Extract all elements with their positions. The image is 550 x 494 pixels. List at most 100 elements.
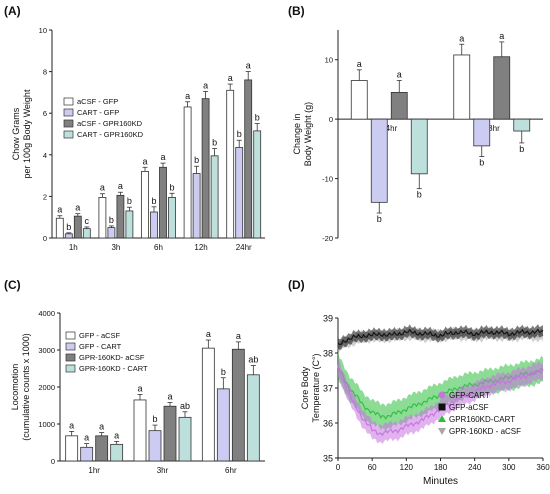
x-tick-label: 1hr	[88, 466, 100, 475]
bar	[254, 131, 261, 238]
x-axis-label: Minutes	[423, 476, 458, 487]
legend-swatch	[64, 120, 73, 127]
y-tick-label: 38	[323, 349, 333, 359]
bar	[56, 218, 63, 238]
legend-label: CART - GFP	[77, 108, 119, 117]
chart-d: 35363738390 60 120 180 240 300 360MinutesCore …	[300, 314, 550, 488]
legend-marker	[439, 404, 446, 411]
significance-letter: b	[237, 129, 242, 139]
panel-label-b: (B)	[288, 4, 305, 18]
bar	[211, 156, 218, 238]
bar	[351, 81, 367, 120]
significance-letter: a	[160, 152, 165, 162]
legend-swatch	[66, 332, 75, 339]
bar	[217, 389, 229, 461]
y-tick-label: 4000	[38, 309, 55, 318]
y-tick-label: 8	[43, 68, 47, 77]
bar	[202, 348, 214, 461]
significance-letter: ab	[180, 401, 190, 411]
significance-letter: b	[221, 367, 226, 377]
y-tick-label: 0	[329, 115, 333, 124]
legend-label: GFP - CART	[79, 342, 122, 351]
significance-letter: a	[100, 183, 105, 193]
significance-letter: a	[185, 91, 190, 101]
significance-letter: a	[69, 420, 74, 430]
legend-label: GFP-CART	[449, 391, 490, 400]
x-tick-label: 240	[468, 463, 482, 472]
y-tick-label: 10	[39, 26, 47, 35]
y-axis-label: (cumulative counts x 1000)	[21, 333, 31, 441]
significance-letter: b	[255, 113, 260, 123]
significance-letter: a	[167, 392, 172, 402]
significance-letter: c	[85, 216, 90, 226]
legend-swatch	[64, 109, 73, 116]
bar	[232, 349, 244, 461]
significance-letter: a	[228, 73, 233, 83]
x-tick-label: 300	[502, 463, 516, 472]
significance-letter: b	[127, 196, 132, 206]
y-tick-label: 39	[323, 314, 333, 324]
legend-label: GFP - aCSF	[79, 331, 121, 340]
significance-letter: b	[377, 214, 382, 224]
legend-marker	[439, 392, 446, 399]
bar	[134, 400, 146, 461]
y-tick-label: 1000	[38, 420, 55, 429]
significance-letter: b	[169, 182, 174, 192]
significance-letter: a	[75, 203, 80, 213]
x-tick-label: 120	[400, 463, 414, 472]
significance-letter: a	[236, 331, 241, 341]
x-tick-label: 3hr	[157, 466, 169, 475]
significance-letter: b	[66, 222, 71, 232]
y-tick-label: 0	[51, 457, 55, 466]
x-tick-label: 1h	[69, 243, 78, 252]
x-tick-label: 12h	[194, 243, 207, 252]
significance-letter: b	[109, 215, 114, 225]
significance-letter: a	[203, 80, 208, 90]
y-tick-label: 3000	[38, 346, 55, 355]
bar	[245, 80, 252, 238]
legend-swatch	[66, 343, 75, 350]
bar	[227, 90, 234, 238]
bar	[454, 55, 470, 119]
significance-letter: a	[84, 433, 89, 443]
significance-letter: a	[99, 422, 104, 432]
y-axis-label: Chow Grams	[11, 107, 21, 160]
bar	[236, 148, 243, 238]
y-tick-label: 35	[323, 454, 333, 464]
significance-letter: a	[118, 181, 123, 191]
bar	[164, 406, 176, 461]
bar	[169, 197, 176, 238]
y-tick-label: 4	[43, 151, 47, 160]
bar	[411, 119, 427, 174]
panel-label-c: (C)	[4, 278, 21, 292]
bar	[81, 447, 93, 461]
y-tick-label: 10	[325, 56, 333, 65]
bar	[193, 174, 200, 238]
significance-letter: b	[417, 190, 422, 200]
legend-label: aCSF - GFP	[77, 97, 118, 106]
significance-letter: b	[519, 144, 524, 154]
bar	[126, 211, 133, 238]
bar	[65, 234, 72, 238]
legend-swatch	[66, 365, 75, 372]
bar	[494, 57, 510, 119]
significance-letter: a	[246, 61, 251, 71]
legend-label: CART - GPR160KD	[77, 130, 144, 139]
bar	[391, 92, 407, 119]
legend-label: GPR-160KD- aCSF	[79, 353, 145, 362]
bar	[160, 167, 167, 238]
y-axis-label: Temperature (C°)	[311, 353, 321, 422]
legend-swatch	[64, 131, 73, 138]
bar	[179, 417, 191, 461]
y-tick-label: 37	[323, 384, 333, 394]
significance-letter: b	[194, 155, 199, 165]
y-tick-label: -10	[322, 175, 333, 184]
legend-swatch	[64, 98, 73, 105]
x-tick-label: 180	[434, 463, 448, 472]
significance-letter: a	[357, 59, 362, 69]
significance-letter: b	[479, 158, 484, 168]
x-tick-label: 0	[336, 463, 341, 472]
bar	[117, 195, 124, 238]
significance-letter: a	[57, 205, 62, 215]
